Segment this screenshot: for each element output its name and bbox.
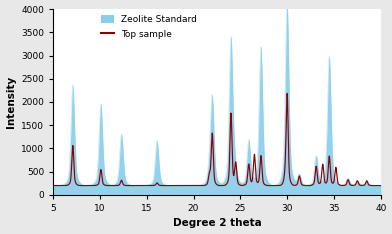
Y-axis label: Intensity: Intensity xyxy=(5,76,16,128)
X-axis label: Degree 2 theta: Degree 2 theta xyxy=(172,219,261,228)
Legend: Zeolite Standard, Top sample: Zeolite Standard, Top sample xyxy=(97,12,201,43)
